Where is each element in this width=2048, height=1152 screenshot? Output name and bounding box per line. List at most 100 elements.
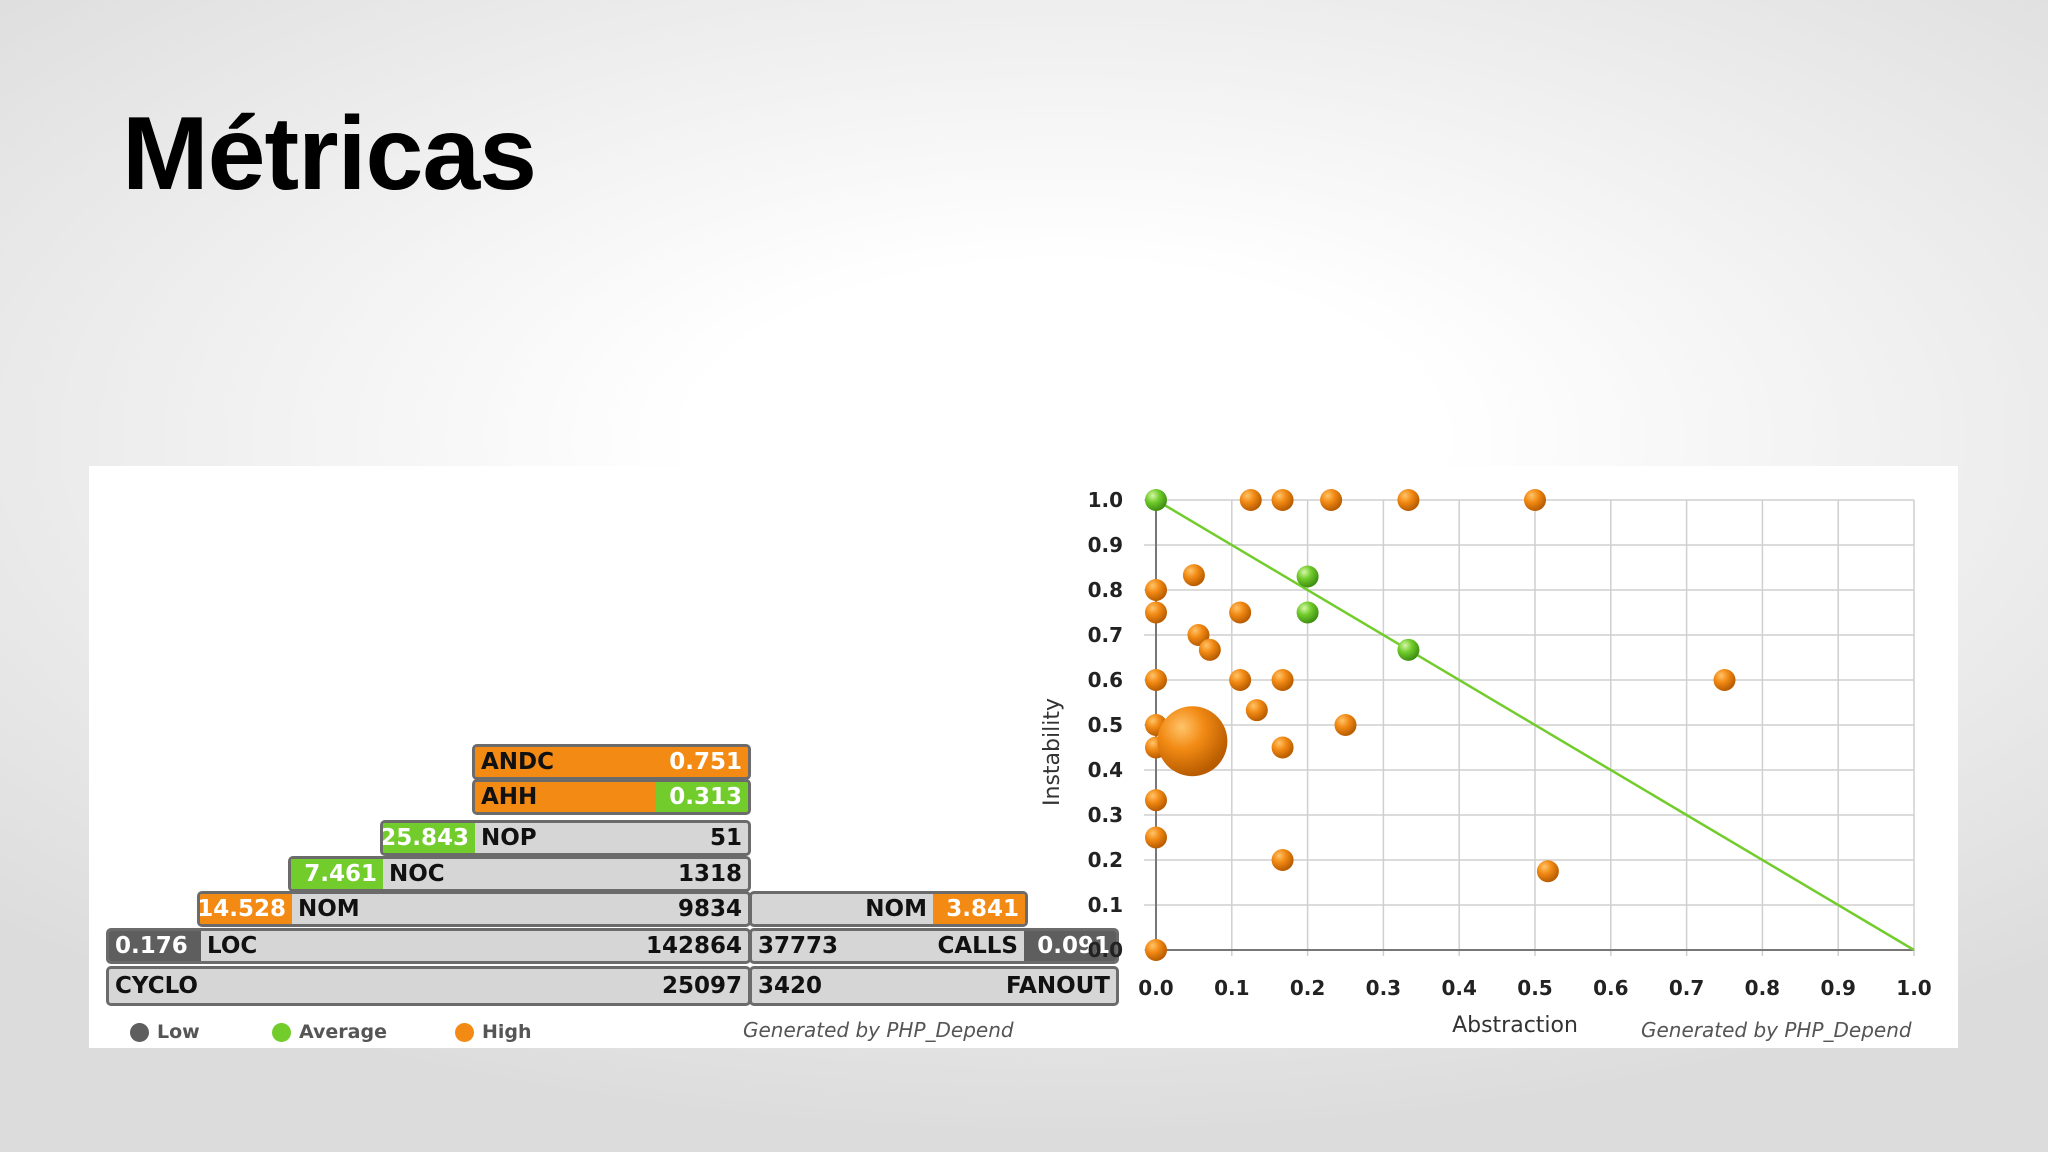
x-tick-label: 0.7 [1669,976,1704,1000]
data-point [1397,638,1420,661]
data-point [1145,826,1167,849]
data-point [1397,489,1420,511]
data-point [1198,638,1221,661]
nom-right-label: NOM [865,896,927,922]
data-point [1157,706,1228,777]
data-point [1271,736,1294,759]
calls-label: CALLS [937,933,1018,959]
data-point [1296,601,1319,624]
legend-low-label: Low [157,1021,200,1043]
data-point [1145,789,1167,812]
data-point [1524,489,1546,511]
cyclo-label: CYCLO [115,973,198,999]
chart-generated-by: Generated by PHP_Depend [1641,1018,1912,1042]
nom-right-ratio: 3.841 [933,894,1025,924]
data-point [1536,860,1559,883]
data-point [1239,489,1262,511]
calls-ratio: 0.091 [1024,931,1116,961]
x-tick-label: 1.0 [1896,976,1931,1000]
data-point [1187,624,1210,646]
fanout-label: FANOUT [1005,973,1110,999]
y-axis-label: Instability [1040,698,1065,806]
pyramid-generated-by: Generated by PHP_Depend [743,1018,1014,1042]
legend-low: Low [130,1021,200,1043]
calls-value: 37773 [758,933,839,959]
x-tick-label: 0.6 [1593,976,1628,1000]
y-tick-label: 0.4 [1088,758,1123,782]
y-tick-label: 0.1 [1088,893,1123,917]
data-point [1229,601,1252,624]
data-point [1182,564,1205,587]
abstraction-instability-chart: 0.0 0.1 0.2 0.3 0.4 0.5 0.6 0.7 0.8 0.9 1.0 0.0 0.1 0… [1040,488,1932,1038]
ahh-label: AHH [475,782,656,812]
loc-value: 142864 [645,933,742,959]
pyramid-row-fanout: 3420 FANOUT [749,966,1119,1006]
x-tick-label: 0.2 [1290,976,1325,1000]
data-point [1145,669,1167,691]
data-point [1271,669,1294,691]
nop-ratio: 25.843 [383,823,475,853]
data-point [1296,565,1319,588]
y-tick-label: 1.0 [1088,488,1123,512]
noc-ratio: 7.461 [291,859,383,889]
x-axis-label: Abstraction [1452,1013,1578,1038]
pyramid-row-nom: 14.528 NOM 9834 [197,891,751,927]
pyramid-row-loc: 0.176 LOC 142864 [106,928,751,964]
ahh-value: 0.313 [656,782,748,812]
cyclo-value: 25097 [661,973,742,999]
slide-title: Métricas [122,96,537,212]
metrics-panel: ANDC 0.751 AHH 0.313 25.843 NOP 51 7.461… [89,466,1958,1048]
andc-value: 0.751 [656,747,748,777]
legend-low-dot [130,1022,149,1042]
noc-value: 1318 [677,861,742,887]
x-tick-label: 0.5 [1517,976,1552,1000]
andc-label: ANDC [475,747,656,777]
nom-label: NOM [298,896,360,922]
pyramid-row-calls: 37773 CALLS 0.091 [749,928,1119,964]
data-point [1320,489,1343,511]
x-tick-label: 0.3 [1366,976,1401,1000]
legend-high: High [455,1021,532,1043]
data-point [1713,669,1736,691]
y-tick-label: 0.3 [1088,803,1123,827]
loc-ratio: 0.176 [109,931,201,961]
y-tick-label: 0.0 [1088,938,1123,962]
data-point [1271,849,1294,871]
x-tick-label: 0.1 [1214,976,1249,1000]
x-tick-label: 0.9 [1820,976,1855,1000]
legend-average: Average [272,1021,387,1043]
legend-high-dot [455,1022,474,1042]
y-tick-label: 0.2 [1088,848,1123,872]
data-point [1145,939,1167,961]
nom-ratio: 14.528 [200,894,292,924]
data-point [1145,579,1167,601]
x-tick-label: 0.4 [1441,976,1476,1000]
pyramid-row-nom-right: NOM 3.841 [749,891,1028,927]
legend-average-label: Average [299,1021,387,1043]
x-tick-label: 0.0 [1138,976,1173,1000]
pyramid-row-cyclo: CYCLO 25097 [106,966,751,1006]
x-tick-label: 0.8 [1745,976,1780,1000]
nop-label: NOP [481,825,537,851]
pyramid-row-noc: 7.461 NOC 1318 [288,856,751,892]
legend-average-dot [272,1022,291,1042]
main-sequence-line [1155,498,1915,952]
pyramid-row-andc: ANDC 0.751 [472,744,751,780]
legend-high-label: High [482,1021,532,1043]
overview-pyramid: ANDC 0.751 AHH 0.313 25.843 NOP 51 7.461… [89,466,1119,1048]
nop-value: 51 [709,825,742,851]
data-point [1334,714,1357,736]
nom-value: 9834 [677,896,742,922]
y-tick-label: 0.7 [1088,623,1123,647]
y-tick-label: 0.9 [1088,533,1123,557]
y-tick-label: 0.8 [1088,578,1123,602]
pyramid-row-ahh: AHH 0.313 [472,779,751,815]
data-point [1271,489,1294,511]
data-point [1229,669,1252,691]
y-tick-label: 0.5 [1088,713,1123,737]
y-tick-label: 0.6 [1088,668,1123,692]
data-point [1145,601,1167,624]
pyramid-row-nop: 25.843 NOP 51 [380,820,751,856]
data-point [1245,699,1268,722]
fanout-value: 3420 [758,973,823,999]
